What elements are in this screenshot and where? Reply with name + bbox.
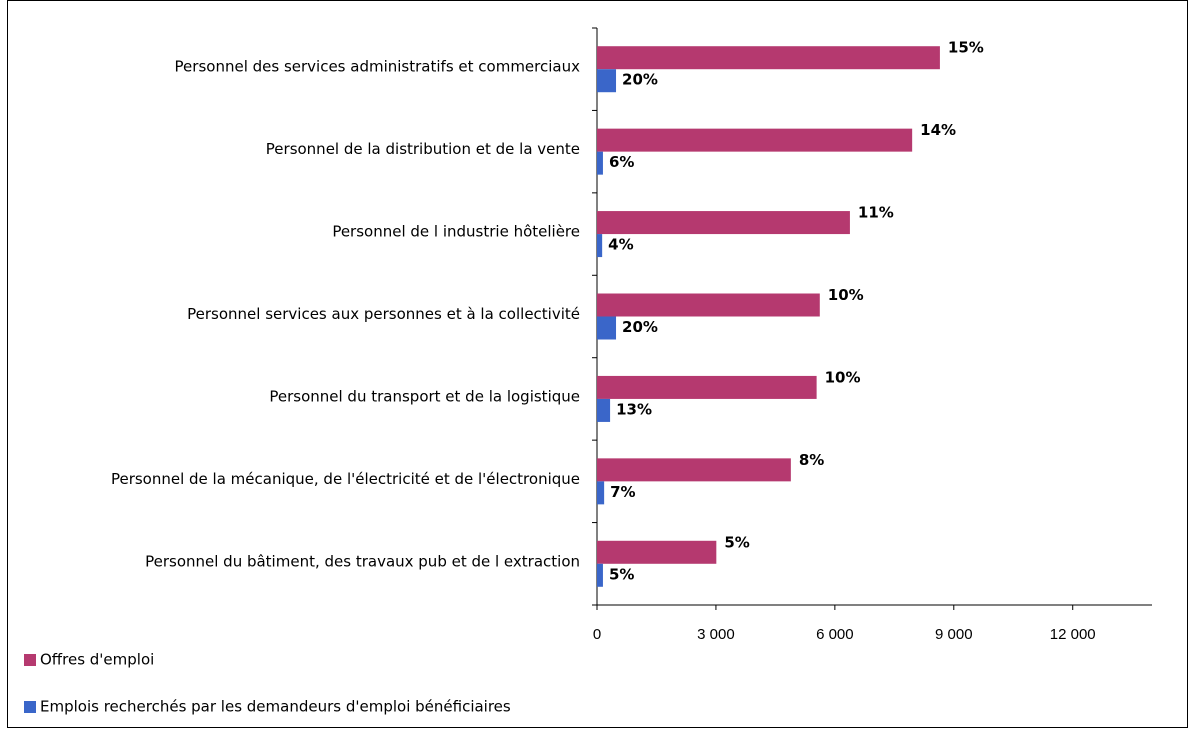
bar <box>597 46 940 70</box>
value-label: 7% <box>610 483 635 501</box>
x-tick-label: 6 000 <box>816 626 854 643</box>
value-label: 10% <box>825 368 861 386</box>
value-label: 6% <box>609 153 634 171</box>
category-label: Personnel du bâtiment, des travaux pub e… <box>145 552 580 570</box>
bar <box>597 151 603 175</box>
x-tick-label: 12 000 <box>1050 626 1096 643</box>
bar <box>597 128 913 152</box>
category-label: Personnel de l industrie hôtelière <box>332 223 580 241</box>
bar <box>597 375 817 399</box>
bar <box>597 458 791 482</box>
bar <box>597 316 617 340</box>
bar <box>597 211 850 235</box>
legend-label: Offres d'emploi <box>40 651 154 669</box>
value-label: 20% <box>622 71 658 89</box>
category-label: Personnel de la mécanique, de l'électric… <box>111 470 580 488</box>
bar <box>597 540 717 564</box>
legend-swatch <box>24 701 36 713</box>
category-label: Personnel de la distribution et de la ve… <box>266 140 580 158</box>
value-label: 14% <box>920 121 956 139</box>
bar <box>597 481 605 505</box>
legend-label: Emplois recherchés par les demandeurs d'… <box>40 698 511 716</box>
x-tick-label: 0 <box>593 626 601 643</box>
bar <box>597 234 603 258</box>
category-label: Personnel services aux personnes et à la… <box>187 305 580 323</box>
bar <box>597 398 611 422</box>
value-label: 5% <box>724 533 749 551</box>
value-label: 8% <box>799 451 824 469</box>
legend-swatch <box>24 654 36 666</box>
value-label: 5% <box>609 565 634 583</box>
bar <box>597 69 617 93</box>
x-tick-label: 9 000 <box>935 626 973 643</box>
value-label: 20% <box>622 318 658 336</box>
value-label: 4% <box>608 236 633 254</box>
bar <box>597 563 603 587</box>
x-tick-label: 3 000 <box>697 626 735 643</box>
value-label: 15% <box>948 39 984 57</box>
value-label: 11% <box>858 204 894 222</box>
value-label: 13% <box>616 400 652 418</box>
value-label: 10% <box>828 286 864 304</box>
category-label: Personnel du transport et de la logistiq… <box>269 387 580 405</box>
bar <box>597 293 820 317</box>
category-label: Personnel des services administratifs et… <box>175 58 581 76</box>
